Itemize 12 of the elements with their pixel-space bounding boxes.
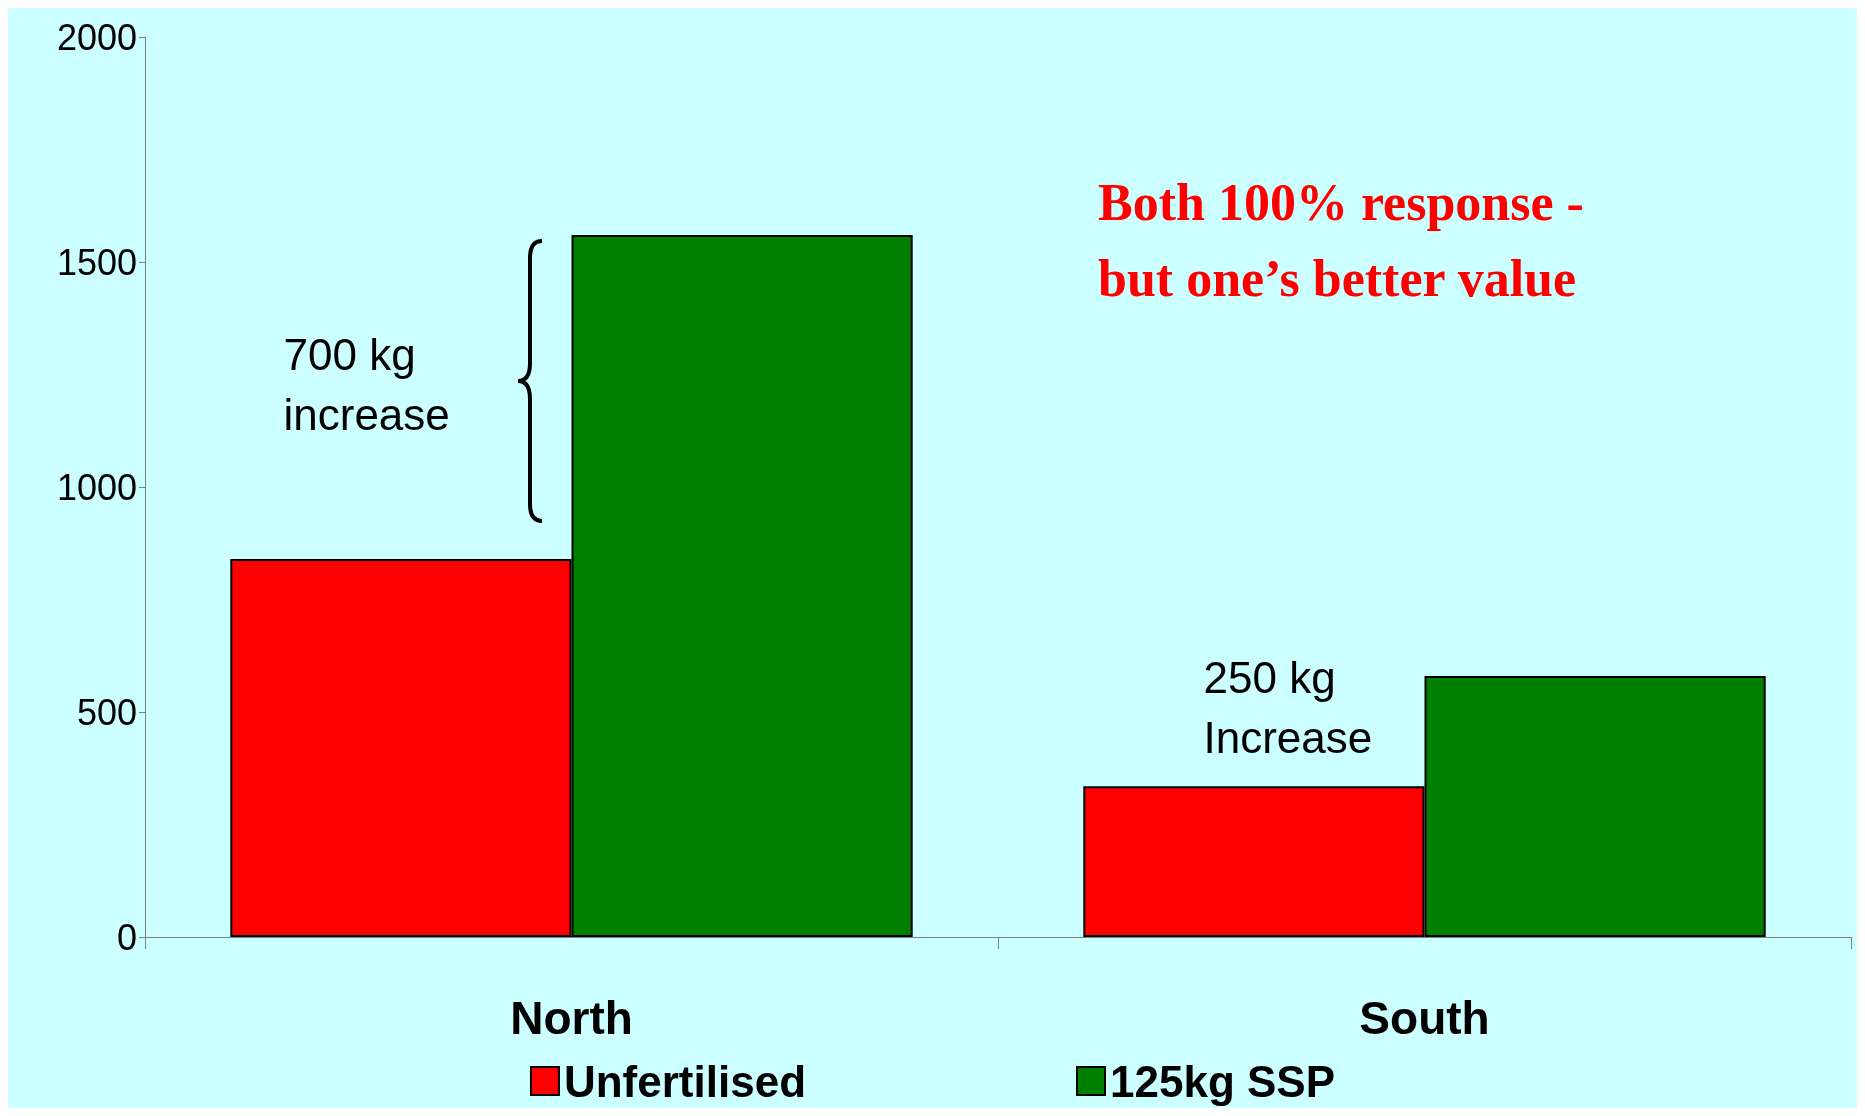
annotation: 700 kg increase <box>283 329 450 439</box>
y-tick-label: 0 <box>116 916 137 958</box>
y-tick-label: 500 <box>76 691 137 733</box>
y-tick-label: 1000 <box>56 466 137 508</box>
annotation: 250 kg Increase <box>1203 653 1373 762</box>
x-tick-label: South <box>1359 992 1490 1044</box>
annotation: Both 100% response - but one’s better value <box>1098 173 1584 307</box>
y-tick-label: 1500 <box>56 241 137 283</box>
legend-label: Unfertilised <box>563 1056 807 1106</box>
legend-label: 125kg SSP <box>1110 1056 1336 1106</box>
x-tick-label: North <box>510 992 633 1044</box>
y-tick-label: 2000 <box>56 16 137 58</box>
